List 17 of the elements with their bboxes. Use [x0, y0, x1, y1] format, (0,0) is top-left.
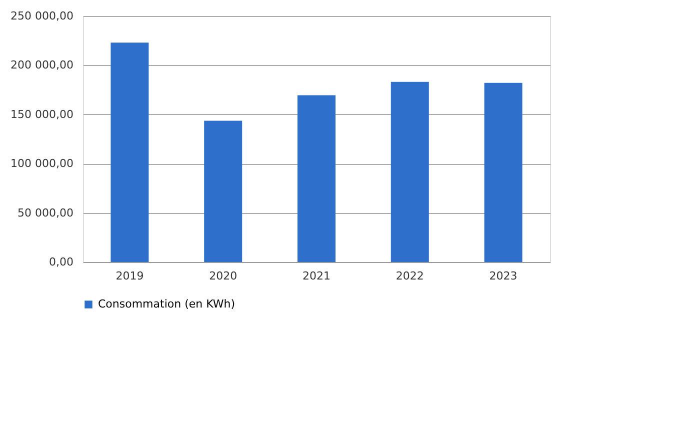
bar: [204, 120, 242, 262]
x-tick-label: 2020: [209, 270, 238, 282]
legend-label: Consommation (en KWh): [98, 298, 236, 310]
x-tick-label: 2023: [489, 270, 518, 282]
bar: [390, 82, 429, 262]
bar: [110, 42, 149, 262]
y-tick-label: 150 000,00: [10, 108, 74, 121]
x-tick-label: 2022: [396, 270, 424, 282]
y-tick-label: 200 000,00: [10, 58, 74, 72]
bar: [484, 82, 522, 262]
y-tick-label: 250 000,00: [10, 10, 74, 22]
y-tick-label: 0,00: [49, 256, 74, 268]
bar: [298, 95, 336, 262]
x-tick-label: 2019: [116, 270, 144, 282]
x-tick-label: 2021: [302, 270, 330, 282]
y-tick-label: 50 000,00: [18, 206, 74, 220]
y-tick-label: 100 000,00: [10, 157, 74, 170]
